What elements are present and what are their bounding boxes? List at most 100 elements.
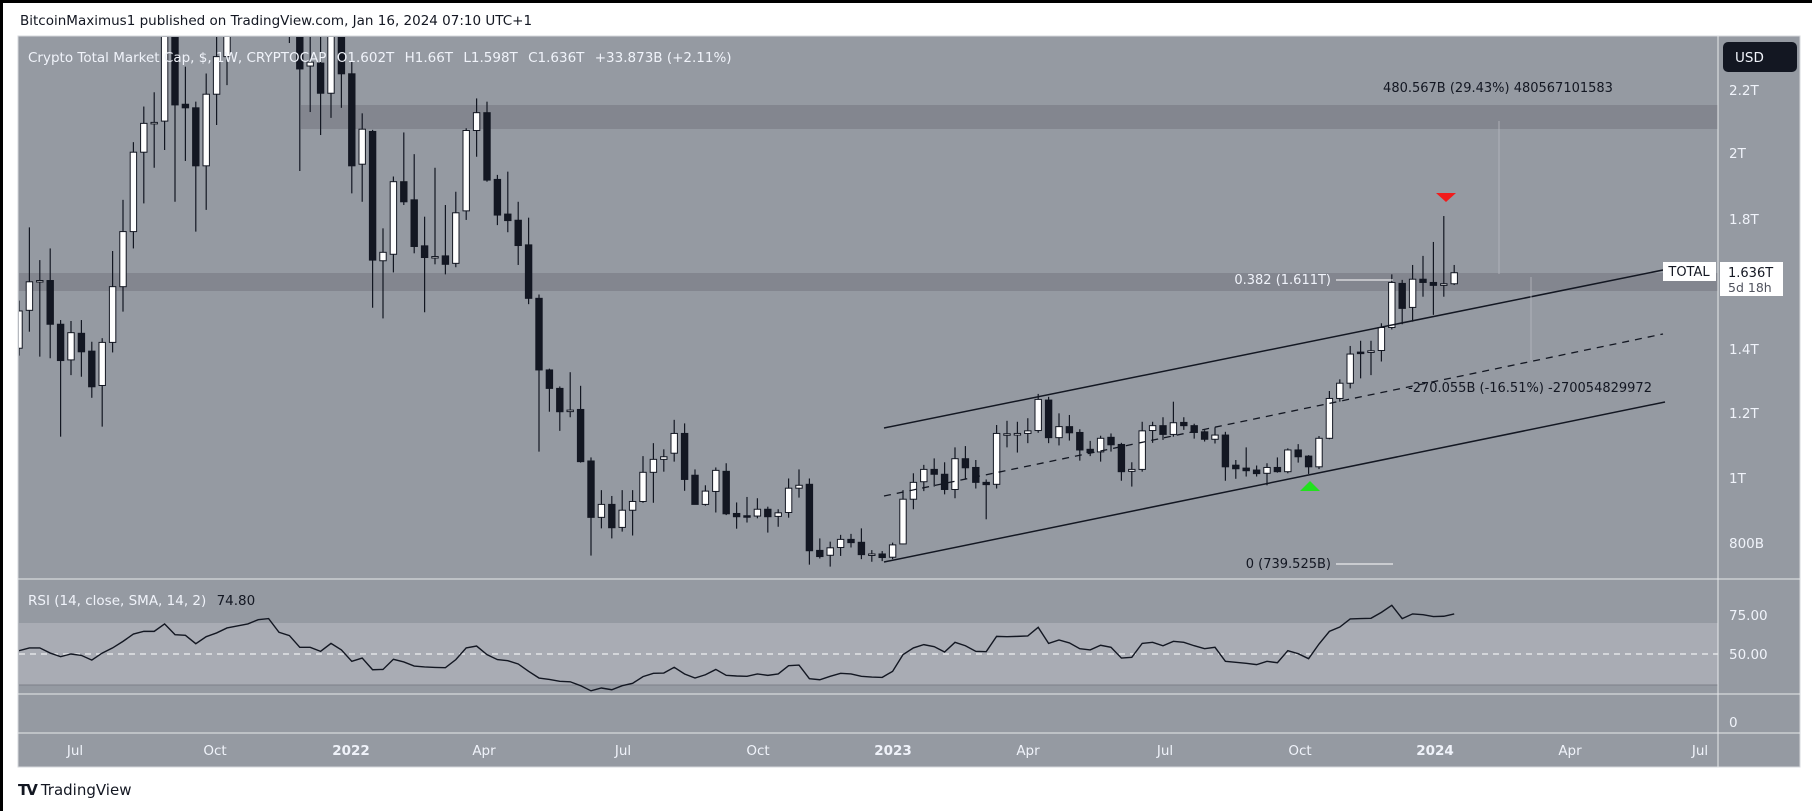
candle bbox=[348, 59, 356, 194]
candle-body-up bbox=[868, 553, 876, 556]
candle-body-up bbox=[119, 231, 127, 288]
candle bbox=[680, 423, 689, 491]
candle bbox=[400, 132, 408, 206]
channel-middle-line[interactable] bbox=[883, 333, 1664, 497]
candle bbox=[1429, 241, 1438, 315]
candle bbox=[472, 98, 481, 157]
candle-body-up bbox=[888, 544, 897, 558]
left-border bbox=[0, 0, 3, 811]
candle bbox=[1148, 421, 1157, 443]
tradingview-logo-icon[interactable]: TV bbox=[18, 781, 38, 799]
low-label: L bbox=[463, 50, 471, 66]
candle bbox=[992, 425, 1001, 489]
candle-body-up bbox=[1096, 437, 1105, 453]
time-tick: 2024 bbox=[1416, 743, 1454, 759]
candle bbox=[930, 458, 938, 487]
candle bbox=[618, 490, 626, 532]
candle-body-down bbox=[556, 387, 564, 413]
candle-body-up bbox=[660, 456, 668, 460]
time-tick: Jul bbox=[1156, 743, 1173, 759]
price-axis[interactable]: 2.2T 2T 1.8T 1.4T 1.2T 1T 800B bbox=[1729, 83, 1764, 552]
current-price-value: 1.636T bbox=[1728, 266, 1773, 281]
candle-body-up bbox=[753, 508, 762, 517]
candle bbox=[691, 469, 699, 505]
candle-body-up bbox=[566, 409, 574, 413]
candle-body-up bbox=[431, 256, 439, 259]
candle bbox=[951, 447, 959, 499]
time-axis[interactable]: Jul Oct 2022 Apr Jul Oct 2023 Apr Jul Oc… bbox=[66, 743, 1708, 759]
change-value: +33.873B (+2.11%) bbox=[595, 50, 732, 66]
candle bbox=[1304, 455, 1313, 474]
current-price-label: 1.636T 5d 18h bbox=[1720, 262, 1783, 296]
candle bbox=[316, 37, 325, 136]
candle-body-up bbox=[223, 37, 231, 58]
candle bbox=[524, 217, 533, 305]
top-border bbox=[0, 0, 1812, 3]
candle bbox=[722, 463, 730, 516]
candle-body-down bbox=[400, 181, 408, 203]
candle-body-down bbox=[1044, 399, 1053, 439]
candle-body-up bbox=[1284, 449, 1292, 473]
close-label: C bbox=[528, 50, 537, 66]
price-tick: 2T bbox=[1729, 146, 1747, 162]
candle-body-down bbox=[1117, 443, 1126, 473]
candle bbox=[358, 113, 366, 202]
candle bbox=[441, 205, 450, 275]
candle-body-down bbox=[847, 538, 855, 544]
candle-body-down bbox=[1221, 434, 1230, 468]
candle bbox=[306, 37, 314, 113]
candle-body-down bbox=[1232, 464, 1240, 470]
candle-body-down bbox=[1252, 469, 1261, 475]
candle bbox=[1034, 393, 1042, 433]
candle bbox=[296, 37, 304, 171]
candle-body-down bbox=[972, 466, 980, 483]
candle-body-down bbox=[1242, 467, 1250, 472]
candle-body-up bbox=[129, 151, 138, 233]
candle bbox=[379, 228, 387, 319]
candle bbox=[140, 106, 148, 204]
time-tick: Jul bbox=[66, 743, 83, 759]
candle-body-up bbox=[1148, 425, 1157, 432]
candle bbox=[192, 101, 200, 232]
candle-body-up bbox=[379, 251, 387, 262]
candle-body-up bbox=[358, 128, 366, 165]
candle-body-up bbox=[36, 280, 44, 283]
currency-label: USD bbox=[1735, 50, 1764, 66]
candle bbox=[245, 0, 251, 9]
candle-body-up bbox=[712, 469, 720, 492]
candle-body-down bbox=[1200, 431, 1209, 440]
candle bbox=[1055, 413, 1063, 446]
candle-body-up bbox=[452, 212, 460, 264]
candles bbox=[19, 0, 1458, 567]
candle bbox=[389, 176, 398, 273]
candle bbox=[504, 171, 512, 233]
currency-button[interactable]: USD bbox=[1723, 42, 1797, 72]
candle-body-down bbox=[46, 280, 54, 325]
candle-body-down bbox=[722, 470, 730, 515]
channel-lower-line[interactable] bbox=[883, 401, 1666, 563]
fib-0-label: 0 (739.525B) bbox=[1246, 557, 1331, 572]
candle bbox=[1232, 460, 1240, 479]
time-tick: Apr bbox=[1016, 743, 1040, 759]
candle-body-up bbox=[618, 509, 626, 528]
price-tick: 1.8T bbox=[1729, 212, 1759, 228]
candle-body-up bbox=[701, 490, 710, 505]
candle-body-up bbox=[327, 37, 335, 94]
candle-body-down bbox=[1356, 351, 1365, 355]
symbol-tag-label: TOTAL bbox=[1667, 265, 1710, 280]
candle bbox=[212, 37, 221, 125]
candle bbox=[420, 216, 429, 313]
candle bbox=[868, 550, 876, 562]
time-tick: Jul bbox=[1691, 743, 1708, 759]
candle bbox=[639, 456, 647, 503]
candle bbox=[88, 341, 96, 398]
candle-body-down bbox=[420, 245, 429, 259]
bar-countdown: 5d 18h bbox=[1728, 280, 1772, 295]
candle-body-down bbox=[1419, 278, 1427, 283]
close-value: 1.636T bbox=[538, 50, 586, 66]
symbol-name: Crypto Total Market Cap, $, 1W, CRYPTOCA… bbox=[28, 50, 326, 66]
candle bbox=[202, 73, 210, 210]
channel-upper-line[interactable] bbox=[883, 269, 1664, 429]
candle-body-up bbox=[628, 500, 637, 511]
